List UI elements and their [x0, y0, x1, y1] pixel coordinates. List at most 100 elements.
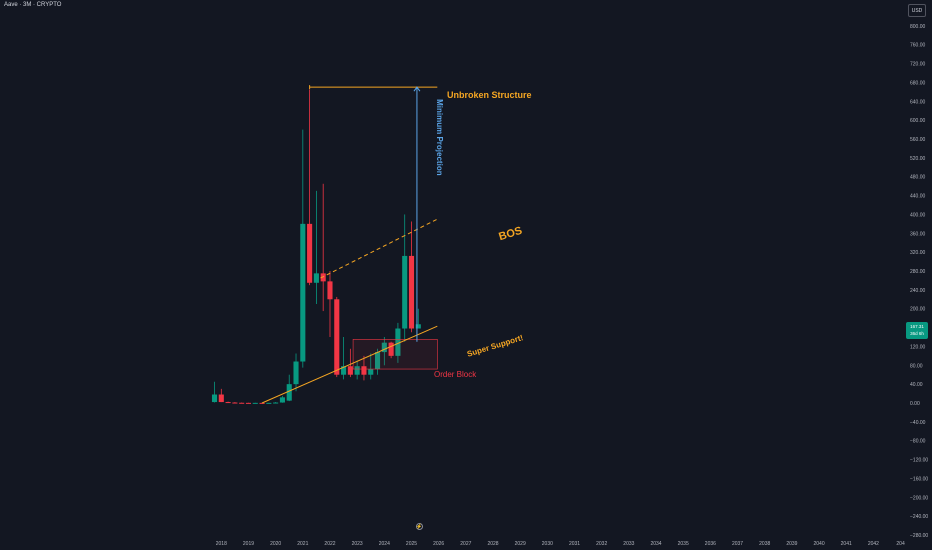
x-tick-label: 2029 — [515, 541, 526, 547]
x-tick-label: 2042 — [868, 541, 879, 547]
candle-body — [232, 402, 238, 404]
projection-arrowhead — [413, 86, 421, 92]
x-tick-label: 2032 — [596, 541, 607, 547]
candle-body — [279, 397, 285, 403]
y-tick-label: 240.00 — [910, 288, 926, 294]
y-tick-label: 80.00 — [910, 363, 923, 369]
candle-body — [293, 361, 299, 385]
candle-body — [327, 281, 333, 300]
candle-body — [252, 402, 258, 404]
jump-to-latest-icon[interactable]: ⚡ — [416, 523, 423, 530]
time-axis[interactable]: 2018 2019 2020 2021 2022 2023 2024 2025 2026 2027… — [216, 541, 905, 547]
y-tick-label: −120.00 — [910, 458, 928, 464]
y-tick-label: 480.00 — [910, 175, 926, 181]
y-tick-label: −240.00 — [910, 514, 928, 520]
candle-body — [239, 402, 245, 404]
x-tick-label: 2028 — [487, 541, 498, 547]
y-tick-label: 440.00 — [910, 194, 926, 200]
order-block-label: Order Block — [434, 370, 477, 379]
x-tick-label: 2018 — [216, 541, 227, 547]
candle-body — [307, 223, 313, 283]
order-block-zone — [352, 339, 438, 370]
candle-body — [388, 342, 394, 356]
x-tick-label: 2041 — [841, 541, 852, 547]
candle-body — [341, 366, 347, 375]
y-tick-label: 320.00 — [910, 250, 926, 256]
candle-body — [402, 255, 408, 329]
symbol-title[interactable]: Aave · 3M · CRYPTO — [4, 2, 62, 8]
candle-body — [347, 366, 353, 375]
y-tick-label: 680.00 — [910, 80, 926, 86]
candle-body — [313, 273, 319, 283]
candle-body — [259, 402, 265, 404]
currency-button[interactable]: USD — [908, 4, 926, 17]
x-tick-label: 2031 — [569, 541, 580, 547]
x-tick-label: 2035 — [678, 541, 689, 547]
minimum-projection-label: Minimum Projection — [435, 99, 444, 176]
candle-body — [218, 394, 224, 403]
current-price-tag: 167.31 36d 6h — [906, 322, 928, 339]
x-tick-label: 2038 — [759, 541, 770, 547]
x-tick-label: 2039 — [786, 541, 797, 547]
y-tick-label: 40.00 — [910, 382, 923, 388]
y-tick-label: −200.00 — [910, 495, 928, 501]
candle-body — [334, 299, 340, 375]
y-tick-label: 520.00 — [910, 156, 926, 162]
y-tick-label: 560.00 — [910, 137, 926, 143]
x-tick-label: 2034 — [650, 541, 661, 547]
candle-body — [320, 273, 326, 282]
candle-body — [395, 328, 401, 356]
candle-body — [368, 369, 374, 375]
candle-body — [374, 352, 381, 370]
y-tick-label: 360.00 — [910, 231, 926, 237]
candle-body — [300, 223, 306, 362]
x-tick-label: 2040 — [813, 541, 824, 547]
x-tick-label: 2033 — [623, 541, 634, 547]
x-tick-label: 2027 — [460, 541, 471, 547]
y-tick-label: 400.00 — [910, 212, 926, 218]
candle-body — [381, 342, 387, 353]
y-tick-label: 0.00 — [910, 401, 920, 407]
unbroken-structure-label: Unbroken Structure — [447, 90, 532, 100]
current-price-value: 167.31 — [910, 324, 924, 329]
y-tick-label: 720.00 — [910, 62, 926, 68]
x-tick-label: 2021 — [297, 541, 308, 547]
price-axis[interactable]: 840.00800.00760.00720.00680.00640.00600.… — [910, 5, 928, 539]
candle-body — [266, 402, 272, 404]
x-tick-label: 2036 — [705, 541, 716, 547]
candles — [211, 89, 421, 404]
y-tick-label: 200.00 — [910, 307, 926, 313]
x-tick-label: 2025 — [406, 541, 417, 547]
drawing-overlays[interactable] — [261, 85, 438, 404]
y-tick-label: 640.00 — [910, 99, 926, 105]
y-tick-label: −280.00 — [910, 533, 928, 539]
y-tick-label: 800.00 — [910, 24, 926, 30]
candle-body — [245, 402, 252, 404]
y-tick-label: −160.00 — [910, 476, 928, 482]
bos-line — [320, 218, 438, 279]
x-tick-label: 2019 — [243, 541, 254, 547]
candle-body — [408, 255, 415, 329]
bar-countdown: 36d 6h — [910, 331, 924, 336]
y-tick-label: 280.00 — [910, 269, 926, 275]
x-tick-label: 2022 — [324, 541, 335, 547]
x-tick-label: 204 — [896, 541, 905, 547]
y-tick-label: 120.00 — [910, 344, 926, 350]
x-tick-label: 2037 — [732, 541, 743, 547]
x-tick-label: 2030 — [542, 541, 553, 547]
x-tick-label: 2020 — [270, 541, 281, 547]
candle-body — [415, 324, 421, 329]
candle-body — [273, 402, 279, 404]
y-tick-label: 760.00 — [910, 43, 926, 49]
x-tick-label: 2026 — [433, 541, 444, 547]
y-tick-label: −40.00 — [910, 420, 926, 426]
x-tick-label: 2024 — [379, 541, 390, 547]
super-support-line — [261, 325, 438, 404]
y-tick-label: −80.00 — [910, 439, 926, 445]
candle-body — [286, 384, 292, 401]
candle-body — [225, 402, 231, 404]
x-tick-label: 2023 — [352, 541, 363, 547]
y-tick-label: 600.00 — [910, 118, 926, 124]
